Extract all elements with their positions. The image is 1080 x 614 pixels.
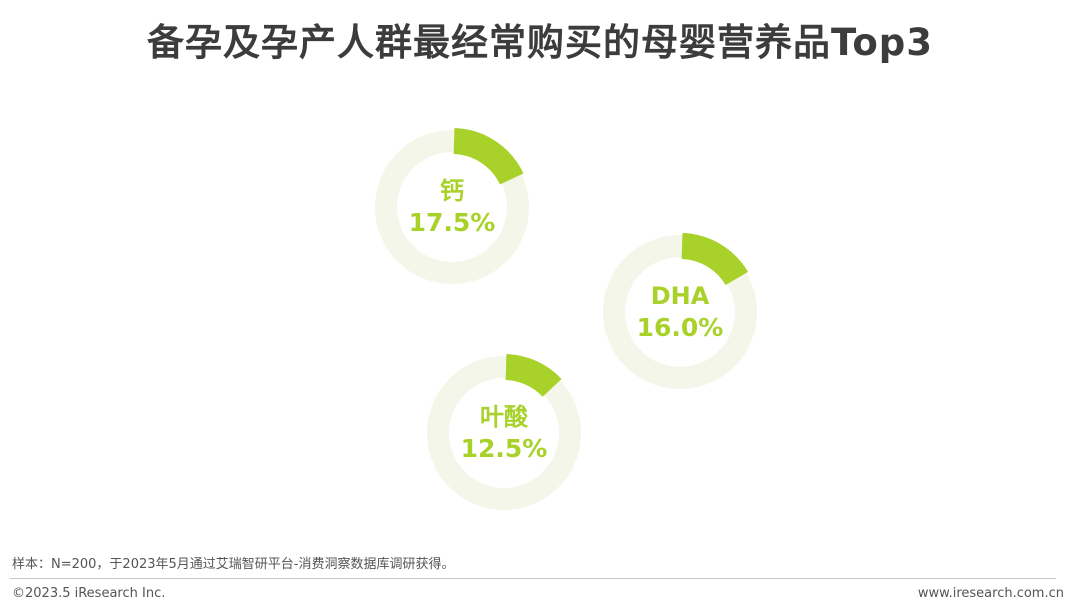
copyright-text: ©2023.5 iResearch Inc. — [12, 586, 166, 601]
donut-category-label: DHA — [651, 282, 710, 310]
website-link[interactable]: www.iresearch.com.cn — [917, 586, 1064, 601]
donut-category-label: 叶酸 — [480, 403, 529, 431]
page-title: 备孕及孕产人群最经常购买的母婴营养品Top3 — [147, 21, 933, 64]
donut-value-label: 12.5% — [461, 434, 548, 463]
donut-1: 钙 17.5% — [373, 128, 531, 286]
donut-track — [375, 130, 529, 284]
donut-track — [603, 235, 757, 389]
donut-3: 叶酸 12.5% — [425, 354, 583, 512]
donut-value-label: 17.5% — [409, 208, 496, 237]
sample-note: 样本：N=200，于2023年5月通过艾瑞智研平台-消费洞察数据库调研获得。 — [12, 557, 455, 572]
donut-value-label: 16.0% — [637, 313, 724, 342]
donut-2: DHA 16.0% — [601, 233, 759, 391]
donut-category-label: 钙 — [440, 177, 464, 205]
footer-divider — [10, 578, 1056, 579]
donut-track — [427, 356, 581, 510]
